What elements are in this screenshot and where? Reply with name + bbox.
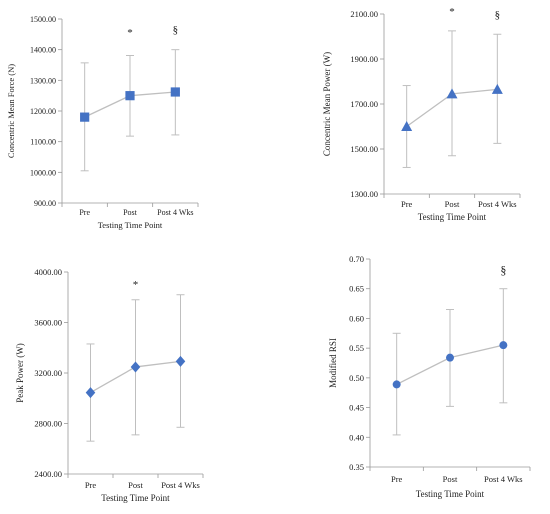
significance-annotation: § [495,9,501,21]
y-tick-label: 4000.00 [34,267,62,277]
y-tick-label: 0.40 [349,432,364,442]
y-tick-label: 1100.00 [30,138,56,147]
y-tick-label: 1300.00 [30,76,56,85]
x-tick-label: Pre [391,474,403,484]
x-tick-label: Pre [401,199,413,209]
chart-panel-1: 900.00 1000.00 1100.00 1200.00 1300.00 1400.0… [6,15,199,230]
chart-panel-3: 2400.00 2800.00 3200.00 3600.00 4000.00 Pre Po… [15,267,204,503]
x-tick-label: Post 4 Wks [478,199,517,209]
x-tick-label: Post 4 Wks [484,474,523,484]
chart-panel-2: 1300.00 1500.00 1700.00 1900.00 2100.00 Pre Po… [322,6,521,222]
significance-annotation: * [133,279,139,291]
data-point-triangle [491,83,503,94]
data-point-circle [499,341,508,350]
x-tick-label: Post [445,199,460,209]
data-point-square [80,112,90,122]
x-tick-label: Post [443,474,458,484]
y-axis-title: Concentric Mean Force (N) [6,64,16,158]
y-tick-label: 2800.00 [34,419,62,429]
data-point-triangle [401,121,413,131]
x-tick-label: Pre [79,208,90,217]
y-tick-label: 0.55 [349,343,364,353]
x-tick-label: Post [128,480,143,490]
y-tick-label: 0.65 [349,284,364,294]
y-tick-label: 1500.00 [350,144,378,154]
chart-panel-4: 0.35 0.40 0.45 0.50 0.55 0.60 0.65 0.70 Pre Post P… [328,254,531,499]
x-tick-label: Post [123,208,138,217]
y-tick-label: 3600.00 [34,318,62,328]
y-tick-label: 1200.00 [30,107,56,116]
significance-annotation: * [449,6,455,18]
x-tick-label: Post 4 Wks [157,208,193,217]
data-point-square [170,87,180,97]
x-axis-title: Testing Time Point [98,220,163,230]
y-tick-label: 900.00 [34,199,56,208]
y-tick-label: 1400.00 [30,46,56,55]
data-point-diamond [85,387,96,399]
data-point-circle [446,353,454,362]
y-tick-label: 3200.00 [34,368,62,378]
y-tick-label: 0.45 [349,403,364,413]
y-tick-label: 2100.00 [350,9,378,19]
y-tick-label: 0.50 [349,373,364,383]
significance-annotation: § [173,24,179,36]
y-tick-label: 1700.00 [350,99,378,109]
data-point-circle [392,380,401,389]
y-tick-label: 0.60 [349,313,364,323]
data-point-square [125,91,135,101]
x-axis-title: Testing Time Point [418,212,487,222]
y-axis-title: Concentric Mean Power (W) [322,52,332,156]
x-axis-title: Testing Time Point [101,493,170,503]
y-tick-label: 1000.00 [30,168,56,177]
y-tick-label: 0.70 [349,254,364,264]
significance-annotation: § [500,263,506,277]
y-tick-label: 1300.00 [350,189,378,199]
data-point-triangle [446,88,458,99]
y-tick-label: 0.35 [349,462,364,472]
significance-annotation: * [127,27,133,39]
y-tick-label: 1900.00 [350,54,378,64]
y-tick-label: 1500.00 [30,15,56,24]
x-tick-label: Post 4 Wks [161,480,200,490]
x-axis-title: Testing Time Point [416,489,485,499]
y-axis-title: Modified RSI [328,338,338,388]
x-tick-label: Pre [85,480,97,490]
y-tick-label: 2400.00 [34,469,62,479]
data-point-diamond [130,361,141,373]
data-point-diamond [175,355,186,367]
y-axis-title: Peak Power (W) [15,343,25,402]
